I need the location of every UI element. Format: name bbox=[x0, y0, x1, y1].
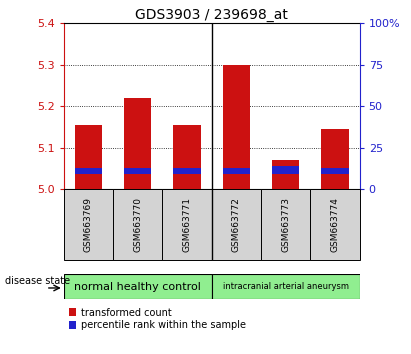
Bar bbox=[124, 168, 151, 173]
Text: GSM663771: GSM663771 bbox=[182, 197, 192, 252]
Bar bbox=[173, 168, 201, 173]
Bar bbox=[124, 98, 151, 189]
Legend: transformed count, percentile rank within the sample: transformed count, percentile rank withi… bbox=[69, 308, 246, 330]
Bar bbox=[64, 189, 113, 260]
Text: GSM663772: GSM663772 bbox=[232, 197, 241, 252]
Text: normal healthy control: normal healthy control bbox=[74, 282, 201, 292]
Bar bbox=[75, 168, 102, 173]
Bar bbox=[261, 189, 310, 260]
Bar bbox=[272, 160, 299, 189]
Bar bbox=[64, 274, 212, 299]
Bar bbox=[321, 168, 349, 173]
Text: disease state: disease state bbox=[5, 275, 70, 286]
Bar bbox=[223, 65, 250, 189]
Bar bbox=[223, 168, 250, 173]
Bar bbox=[113, 189, 162, 260]
Bar bbox=[321, 129, 349, 189]
Bar bbox=[212, 274, 360, 299]
Bar bbox=[272, 166, 299, 173]
Bar bbox=[162, 189, 212, 260]
Bar bbox=[75, 125, 102, 189]
Bar bbox=[173, 125, 201, 189]
Bar bbox=[212, 189, 261, 260]
Text: GSM663770: GSM663770 bbox=[133, 197, 142, 252]
Text: GSM663773: GSM663773 bbox=[281, 197, 290, 252]
Title: GDS3903 / 239698_at: GDS3903 / 239698_at bbox=[135, 8, 288, 22]
Text: GSM663769: GSM663769 bbox=[84, 197, 93, 252]
Text: intracranial arterial aneurysm: intracranial arterial aneurysm bbox=[223, 282, 349, 291]
Bar bbox=[310, 189, 360, 260]
Text: GSM663774: GSM663774 bbox=[330, 197, 339, 252]
